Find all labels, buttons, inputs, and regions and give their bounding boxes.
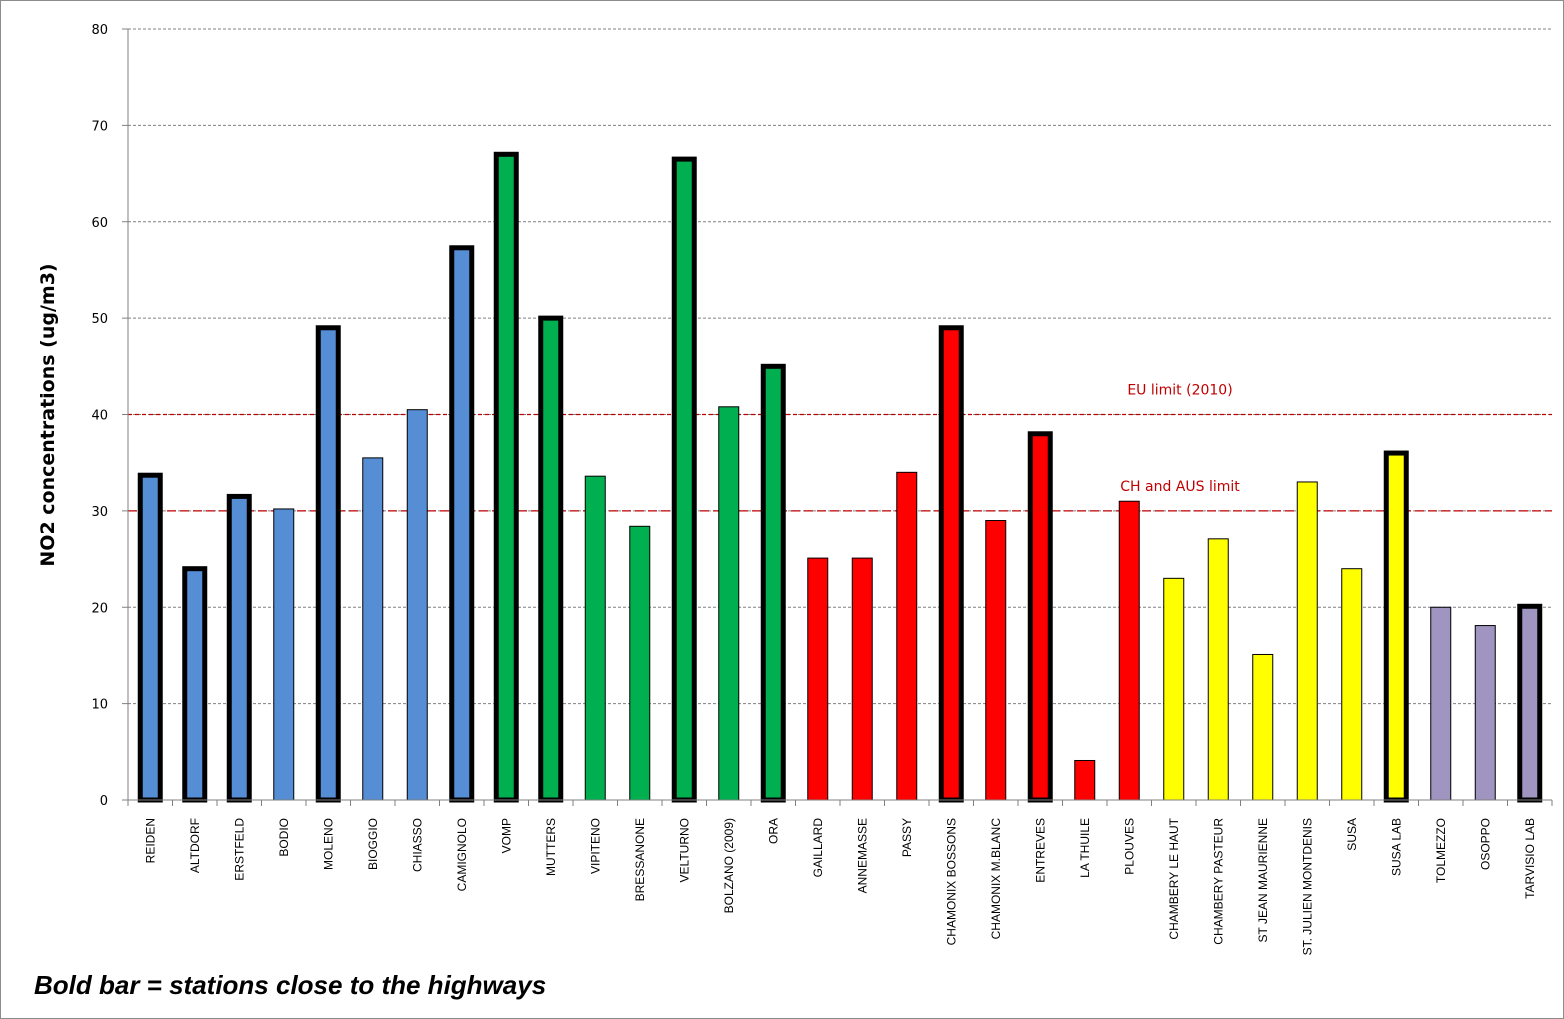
x-tick-label: TARVISIO LAB	[1523, 818, 1537, 899]
y-tick-label: 10	[91, 698, 108, 713]
x-tick-label: VOMP	[499, 818, 513, 853]
x-tick-label: ORA	[766, 818, 780, 844]
x-tick-label: CAMIGNOLO	[455, 818, 469, 891]
y-tick-label: 80	[91, 23, 108, 38]
bar-la-thuile	[1074, 759, 1096, 801]
bar-tarvisio-lab	[1517, 603, 1543, 803]
bar-st-jean-maurienne	[1252, 653, 1274, 801]
bar-bioggio	[362, 457, 384, 801]
x-tick-label: ERSTFELD	[232, 818, 246, 881]
bar-erstfeld	[226, 493, 252, 803]
bar-moleno	[315, 325, 341, 803]
bar-vomp	[493, 151, 519, 803]
bar-susa-lab	[1383, 450, 1409, 803]
y-axis-label: NO2 concentrations (ug/m3)	[37, 263, 59, 566]
x-tick-label: CHIASSO	[410, 818, 424, 872]
bar-plouves	[1118, 500, 1140, 801]
x-tick-label: CHAMONIX BOSSONS	[944, 818, 958, 945]
reference-line-label: EU limit (2010)	[1127, 383, 1232, 399]
bar-camignolo	[449, 245, 475, 803]
x-tick-label: ST JEAN MAURIENNE	[1256, 818, 1270, 942]
x-tick-label: VIPITENO	[588, 818, 602, 874]
x-tick-label: TOLMEZZO	[1434, 818, 1448, 883]
bar-chamonix-bossons	[938, 325, 964, 803]
x-tick-label: PASSY	[900, 818, 914, 857]
x-tick-label: ANNEMASSE	[855, 818, 869, 893]
x-tick-label: MOLENO	[321, 818, 335, 870]
x-tick-label: ST. JULIEN MONTDENIS	[1300, 818, 1314, 955]
bar-susa	[1341, 568, 1363, 801]
x-tick-label: BRESSANONE	[633, 818, 647, 901]
y-tick-labels: 0 10 20 30 40 50 60 70 80	[91, 23, 108, 809]
x-tick-label: OSOPPO	[1478, 818, 1492, 870]
bar-altdorf	[182, 566, 208, 803]
x-tick-label: CHAMBERY LE HAUT	[1167, 817, 1181, 939]
x-tick-label: CHAMBERY PASTEUR	[1211, 818, 1225, 945]
y-tick-label: 70	[91, 119, 108, 134]
bar-chambery-le-haut	[1163, 577, 1185, 801]
bar-reiden	[137, 472, 163, 803]
gridlines	[128, 28, 1552, 705]
x-tick-label: SUSA LAB	[1389, 818, 1403, 876]
bar-chambery-pasteur	[1207, 538, 1229, 801]
axes	[122, 28, 1553, 806]
bars	[137, 151, 1543, 803]
x-tick-label: PLOUVES	[1122, 818, 1136, 875]
bar-tolmezzo	[1430, 606, 1452, 801]
x-tick-label: ALTDORF	[188, 818, 202, 873]
x-tick-label: REIDEN	[143, 818, 157, 863]
x-tick-label: BODIO	[277, 818, 291, 857]
y-tick-label: 20	[91, 601, 108, 616]
bar-chiasso	[406, 409, 428, 801]
y-tick-label: 60	[91, 216, 108, 231]
x-tick-label: VELTURNO	[677, 818, 691, 882]
x-tick-label: SUSA	[1345, 818, 1359, 851]
x-tick-label: BIOGGIO	[366, 818, 380, 870]
bar-bressanone	[629, 525, 651, 801]
bar-mutters	[538, 315, 564, 803]
footnote-annotation: Bold bar = stations close to the highway…	[34, 970, 547, 1000]
bar-vipiteno	[584, 475, 606, 801]
x-tick-labels: REIDEN ALTDORF ERSTFELD BODIO MOLENO BIOGGIO C…	[143, 817, 1537, 955]
bar-bodio	[273, 508, 295, 801]
x-tick-label: GAILLARD	[811, 818, 825, 878]
bar-entreves	[1027, 431, 1053, 803]
x-tick-label: ENTREVES	[1033, 818, 1047, 883]
bar-bolzano-2009-	[718, 406, 740, 801]
reference-line-label: CH and AUS limit	[1120, 479, 1240, 495]
y-tick-label: 40	[91, 409, 108, 424]
x-tick-label: BOLZANO (2009)	[722, 818, 736, 913]
bar-chamonix-m-blanc	[985, 520, 1007, 801]
bar-passy	[896, 471, 918, 801]
bar-annemasse	[851, 557, 873, 801]
y-tick-label: 0	[100, 794, 108, 809]
y-tick-label: 30	[91, 505, 108, 520]
bar-osoppo	[1474, 625, 1496, 801]
bar-velturno	[671, 156, 697, 803]
y-tick-label: 50	[91, 312, 108, 327]
bar-ora	[760, 363, 786, 803]
bar-st-julien-montdenis	[1296, 481, 1318, 801]
x-tick-label: MUTTERS	[544, 818, 558, 876]
x-tick-label: CHAMONIX M.BLANC	[989, 818, 1003, 940]
bar-gaillard	[807, 557, 829, 801]
x-tick-label: LA THUILE	[1078, 818, 1092, 878]
limit-lines: EU limit (2010) CH and AUS limit	[128, 383, 1552, 512]
